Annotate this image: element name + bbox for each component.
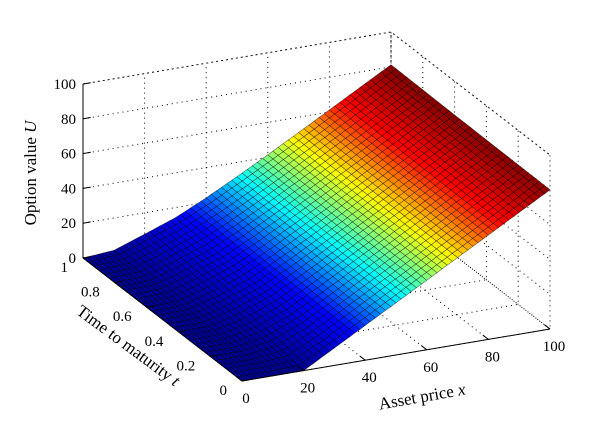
x-tick-mark [544,324,551,330]
y-tick-mark [178,330,187,333]
x-tick-label: 0 [242,391,250,407]
z-tick-mark [82,221,91,224]
z-tick-mark [82,151,91,155]
z-tick-label: 80 [61,112,76,128]
x-tick-label: 20 [300,381,315,397]
x-tick-mark [297,365,304,371]
y-tick-mark [210,354,218,357]
axis-lines [82,82,551,382]
y-tick-label: 0.4 [145,334,164,350]
surface-mesh [82,64,551,382]
z-tick-label: 40 [61,181,76,197]
z-tick-mark [82,186,91,189]
z-tick-label: 100 [54,77,77,93]
z-tick-mark [82,117,91,120]
grid-line [82,31,551,258]
z-tick-mark [82,256,91,259]
x-axis-label: Asset price x [377,380,467,414]
x-tick-mark [236,376,243,382]
x-tick-label: 100 [543,339,566,355]
y-tick-mark [114,280,123,284]
y-tick-mark [241,379,250,382]
y-tick-label: 0.2 [176,358,195,374]
x-tick-label: 80 [485,349,500,365]
y-axis-line [82,257,243,382]
z-tick-mark [82,82,91,85]
y-tick-mark [146,305,155,308]
y-tick-label: 0.6 [113,309,132,325]
x-axis-line [241,328,551,382]
x-tick-mark [482,334,489,340]
y-tick-label: 0.8 [81,285,100,301]
z-tick-label: 20 [61,216,76,232]
y-tick-label: 0 [220,383,228,399]
x-tick-label: 40 [362,370,377,386]
x-tick-mark [359,355,366,361]
z-axis-label: Option value U [21,119,40,226]
grid-lines [82,31,551,382]
x-tick-label: 60 [423,360,438,376]
surface-patch [539,185,551,194]
z-tick-label: 60 [61,147,76,163]
x-tick-mark [420,345,428,351]
z-tick-label: 0 [69,251,77,267]
y-tick-label: 1 [61,260,69,276]
